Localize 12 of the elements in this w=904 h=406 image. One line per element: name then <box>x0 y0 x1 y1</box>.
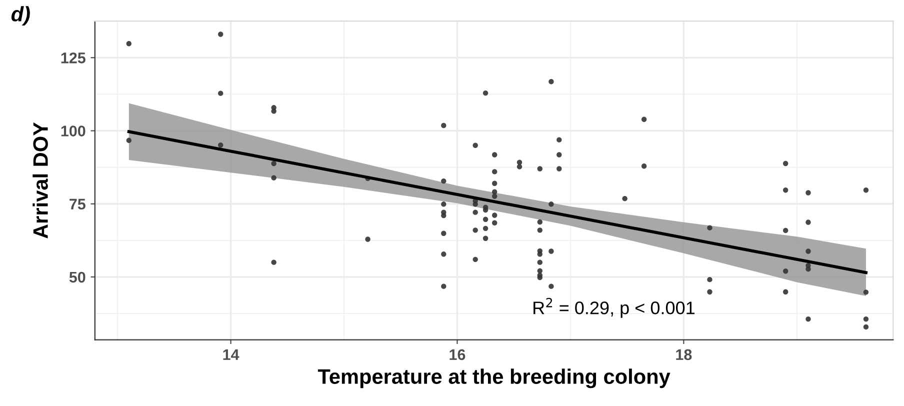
y-tick-label: 75 <box>70 198 86 210</box>
y-axis-title: Arrival DOY <box>32 122 48 238</box>
annotation: R$^{2}$ = 0.29, p < 0.001 <box>534 298 694 318</box>
x-tick-label: 18 <box>676 349 692 360</box>
y-tick-label: 125 <box>61 52 86 64</box>
line-series <box>127 130 868 274</box>
y-tick-label: 50 <box>69 272 86 283</box>
chart-title: d) <box>11 6 30 26</box>
y-tick-label: 100 <box>61 126 86 136</box>
x-tick-label: 16 <box>450 349 466 360</box>
x-tick-label: 14 <box>223 349 240 360</box>
x-axis-title: Temperature at the breeding colony <box>318 368 670 388</box>
